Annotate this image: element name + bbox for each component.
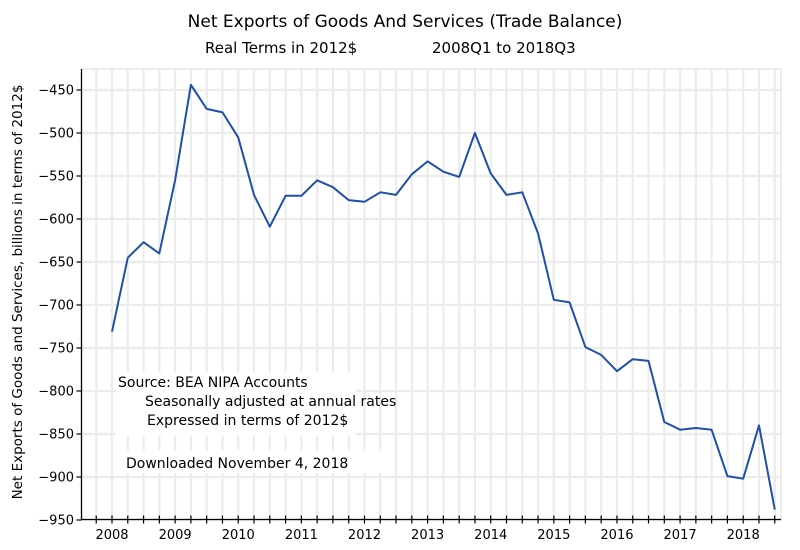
y-tick-label: −850 [38, 428, 74, 443]
x-tick-label: 2014 [474, 528, 507, 543]
y-tick-label: −450 [38, 84, 74, 99]
y-tick-label: −750 [38, 342, 74, 357]
x-tick-label: 2009 [159, 528, 192, 543]
x-tick-label: 2016 [600, 528, 633, 543]
annotation-background [116, 372, 384, 473]
x-tick-label: 2011 [285, 528, 318, 543]
chart-subtitle-left: Real Terms in 2012$ [205, 39, 357, 57]
x-tick-label: 2008 [95, 528, 128, 543]
y-ticks: −450 −500 −550 −600 −650 −700 −750 −800 −850 −900… [38, 84, 82, 529]
annotation-expressed: Expressed in terms of 2012$ [147, 413, 348, 429]
y-tick-label: −900 [38, 471, 74, 486]
annotation-source: Source: BEA NIPA Accounts [118, 375, 308, 391]
x-tick-label: 2013 [411, 528, 444, 543]
chart-title: Net Exports of Goods And Services (Trade… [188, 12, 623, 32]
x-ticks: 2008 2009 2010 2011 2012 2013 2014 2015 2016 2017… [95, 515, 776, 543]
y-axis-label: Net Exports of Goods and Services, billi… [10, 85, 26, 500]
annotation-seasonal: Seasonally adjusted at annual rates [145, 394, 396, 410]
series-line [111, 83, 776, 510]
x-tick-label: 2012 [348, 528, 381, 543]
y-tick-label: −500 [38, 127, 74, 142]
y-tick-label: −550 [38, 170, 74, 185]
y-tick-label: −700 [38, 299, 74, 314]
y-tick-label: −950 [38, 514, 74, 529]
annotation-downloaded: Downloaded November 4, 2018 [126, 456, 348, 472]
y-tick-label: −800 [38, 385, 74, 400]
chart-subtitle-right: 2008Q1 to 2018Q3 [432, 39, 576, 57]
x-tick-label: 2017 [664, 528, 697, 543]
y-tick-label: −650 [38, 256, 74, 271]
series-group [111, 83, 776, 510]
grid [81, 68, 782, 522]
x-tick-label: 2018 [727, 528, 760, 543]
y-tick-label: −600 [38, 213, 74, 228]
x-tick-label: 2015 [537, 528, 570, 543]
x-tick-label: 2010 [222, 528, 255, 543]
